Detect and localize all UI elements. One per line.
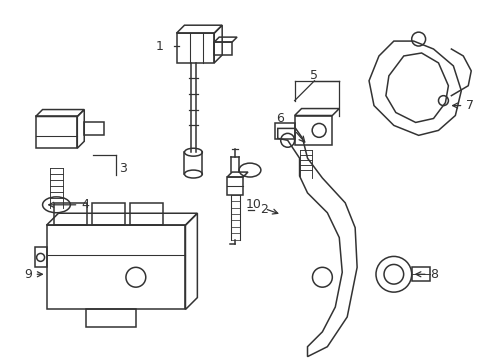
Text: 4: 4 bbox=[49, 198, 89, 211]
Bar bbox=[275, 123, 294, 139]
Bar bbox=[35, 247, 47, 267]
Bar bbox=[412, 267, 430, 281]
Bar bbox=[214, 42, 232, 55]
Bar bbox=[54, 203, 87, 225]
Text: 8: 8 bbox=[416, 268, 439, 281]
Text: 2: 2 bbox=[260, 203, 268, 216]
Bar bbox=[84, 122, 104, 135]
Text: 5: 5 bbox=[311, 69, 319, 82]
Text: 7: 7 bbox=[453, 99, 474, 112]
Bar bbox=[92, 203, 125, 225]
Text: 9: 9 bbox=[24, 268, 42, 281]
Bar bbox=[130, 203, 163, 225]
Bar bbox=[86, 310, 136, 327]
Text: 3: 3 bbox=[119, 162, 127, 175]
Text: 6: 6 bbox=[276, 112, 284, 125]
Text: 1: 1 bbox=[156, 40, 164, 53]
Bar bbox=[47, 225, 185, 310]
Text: 10: 10 bbox=[246, 198, 278, 214]
Bar bbox=[176, 33, 214, 63]
